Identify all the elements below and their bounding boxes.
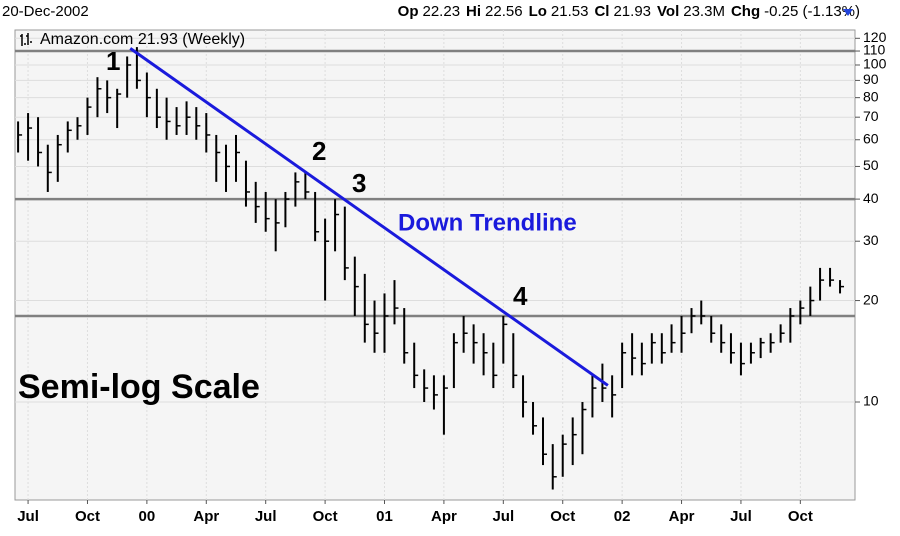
trendline xyxy=(129,47,609,387)
stat-label: Lo xyxy=(528,2,547,20)
legend-icon xyxy=(20,33,32,46)
stat-label: Vol xyxy=(657,2,680,20)
annotation: Down Trendline xyxy=(398,209,577,236)
y-tick-label: 30 xyxy=(863,232,879,248)
stat-value: 22.56 xyxy=(485,2,523,20)
stat-label: Hi xyxy=(466,2,482,20)
stat-label: Chg xyxy=(730,2,761,20)
x-tick-label: Jul xyxy=(17,508,39,525)
x-tick-label: Jul xyxy=(492,508,514,525)
header: 20-Dec-2002 Op 22.23 Hi 22.56 Lo 21.53 Cl 21.93… xyxy=(0,0,860,22)
stat-value: 23.3M xyxy=(683,2,725,20)
stat-value: 22.23 xyxy=(422,2,461,20)
y-tick-label: 40 xyxy=(863,190,879,206)
y-tick-label: 80 xyxy=(863,88,879,104)
y-tick-label: 10 xyxy=(863,393,879,409)
y-tick-label: 50 xyxy=(863,157,879,173)
x-tick-label: Jul xyxy=(730,508,752,525)
x-tick-label: 02 xyxy=(614,508,631,525)
x-tick-label: Oct xyxy=(75,508,100,525)
x-tick-label: Apr xyxy=(669,508,695,525)
stat-label: Cl xyxy=(594,2,610,20)
x-tick-label: 01 xyxy=(376,508,393,525)
x-tick-label: 00 xyxy=(139,508,156,525)
x-tick-label: Apr xyxy=(193,508,219,525)
x-tick-label: Oct xyxy=(313,508,338,525)
y-tick-label: 20 xyxy=(863,291,879,307)
y-tick-label: 90 xyxy=(863,71,879,87)
header-stats: Op 22.23 Hi 22.56 Lo 21.53 Cl 21.93 Vol 23.3M Chg -… xyxy=(392,3,860,20)
x-tick-label: Oct xyxy=(788,508,813,525)
annotation: 4 xyxy=(513,281,528,311)
y-tick-label: 60 xyxy=(863,130,879,146)
y-tick-label: 110 xyxy=(863,42,886,58)
x-tick-label: Apr xyxy=(431,508,457,525)
annotation: Semi-log Scale xyxy=(18,368,260,406)
legend-label: Amazon.com 21.93 (Weekly) xyxy=(40,31,245,48)
x-tick-label: Oct xyxy=(550,508,575,525)
header-date: 20-Dec-2002 xyxy=(2,2,89,20)
annotation: 1 xyxy=(106,46,120,76)
header-dropdown[interactable] xyxy=(843,9,853,16)
annotation: 3 xyxy=(352,168,366,198)
y-tick-label: 100 xyxy=(863,56,887,72)
y-tick-label: 70 xyxy=(863,108,879,124)
annotation: 2 xyxy=(312,136,326,166)
stat-label: Op xyxy=(397,2,419,20)
y-tick-label: 120 xyxy=(863,29,887,45)
stat-value: 21.93 xyxy=(613,2,652,20)
x-tick-label: Jul xyxy=(255,508,277,525)
stat-value: 21.53 xyxy=(550,2,589,20)
stat-value: -0.25 (-1.13%) xyxy=(764,2,860,20)
